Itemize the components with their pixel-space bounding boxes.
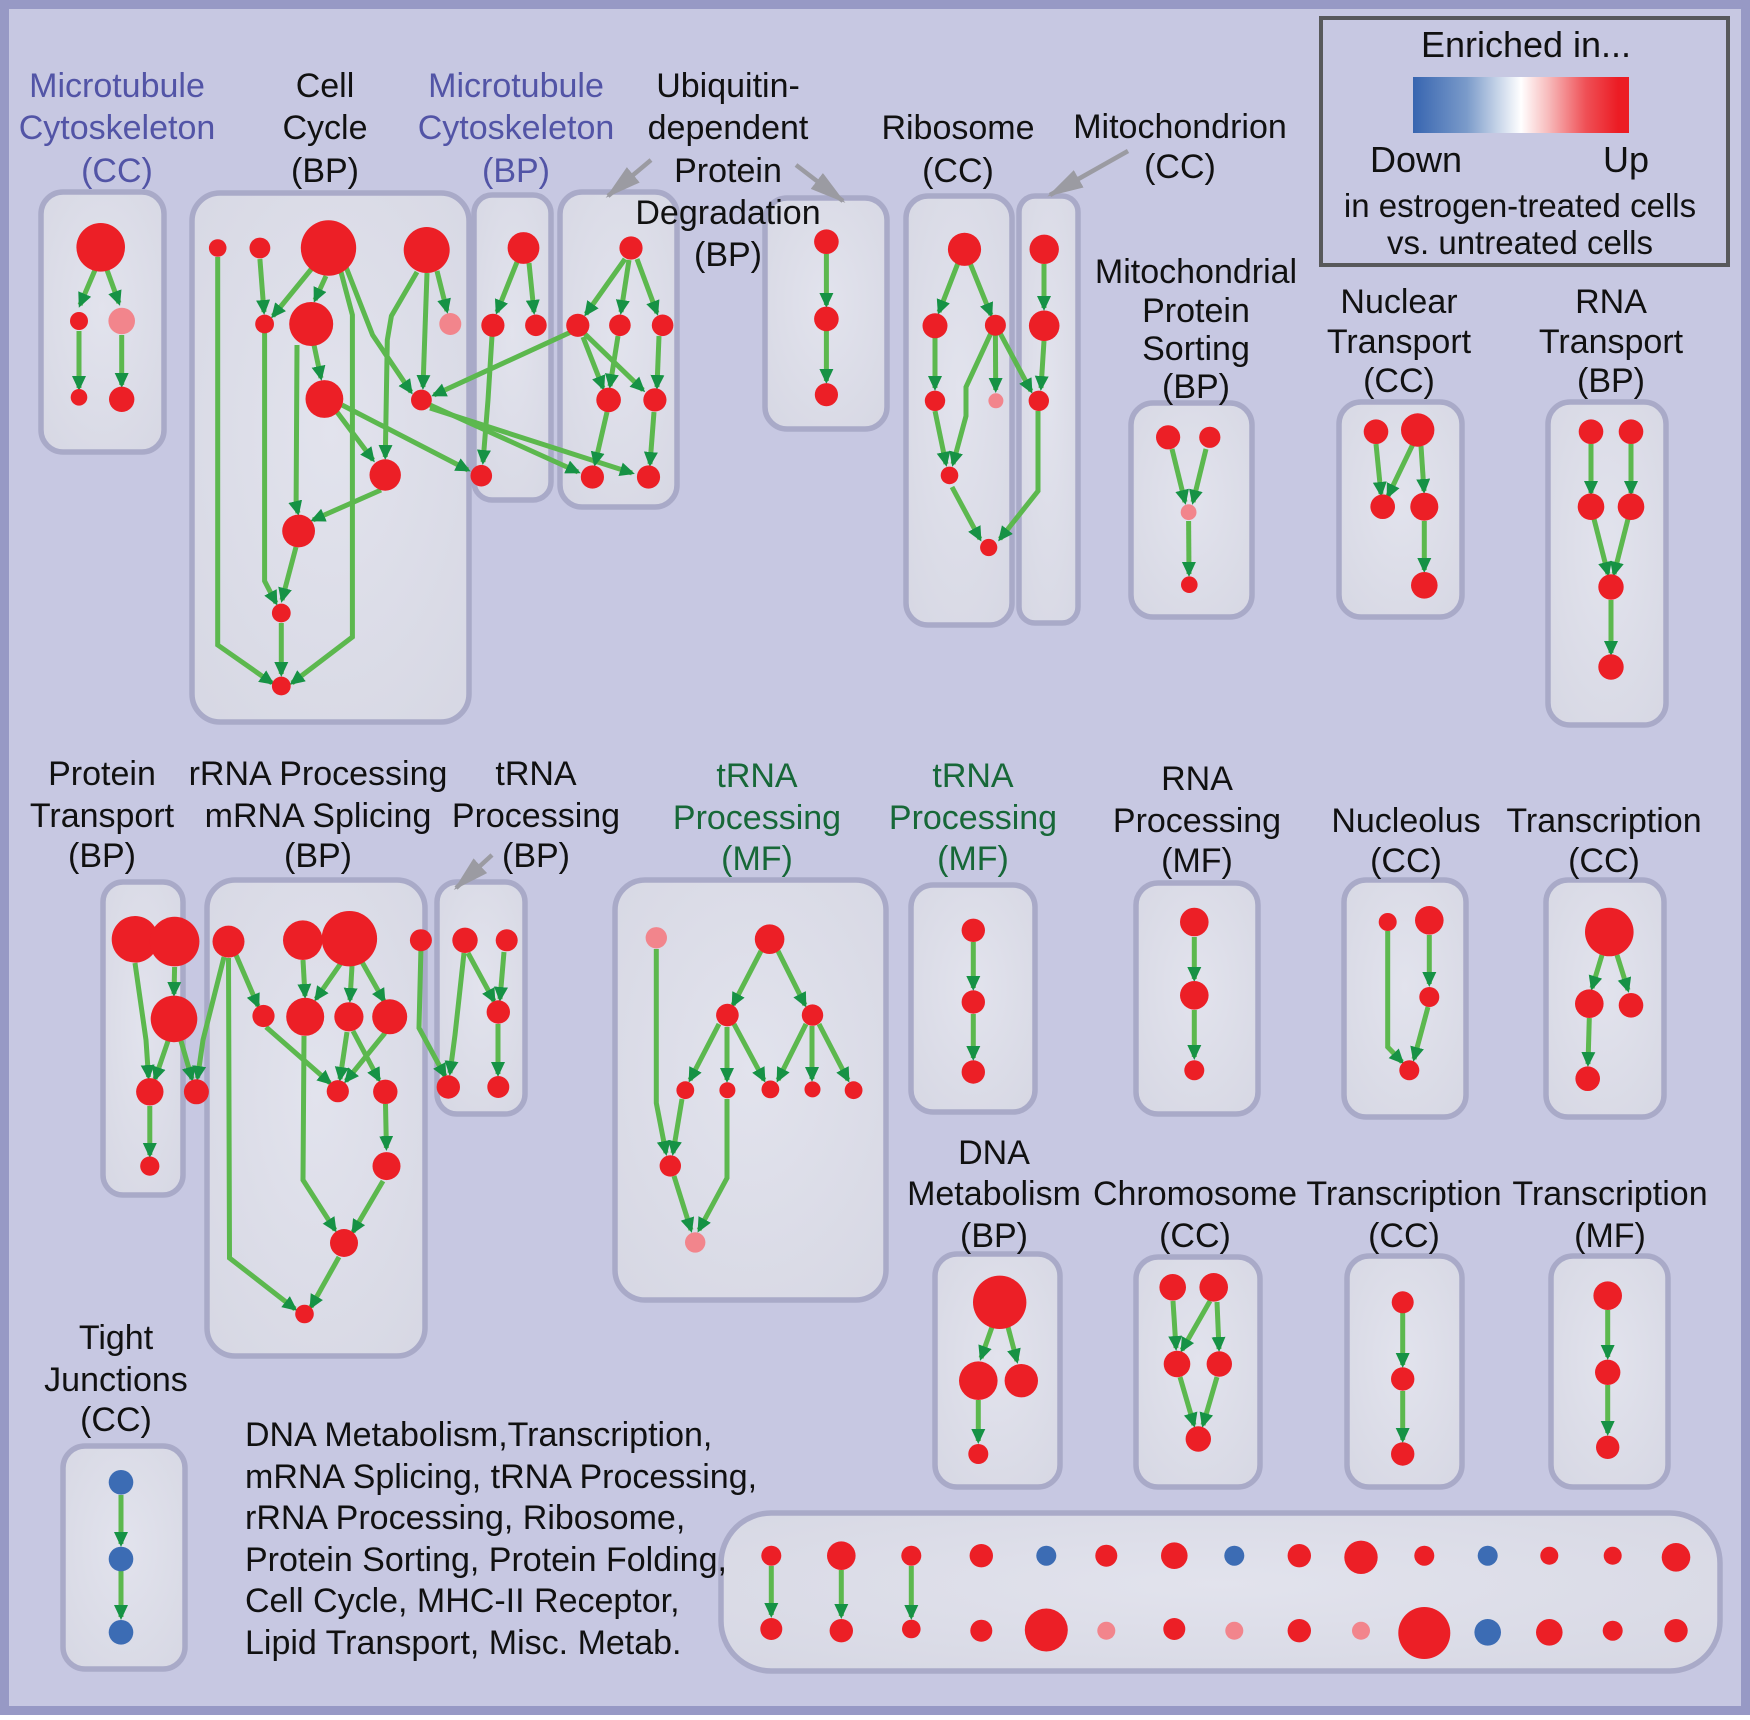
svg-text:(CC): (CC) bbox=[1368, 1217, 1440, 1255]
svg-text:rRNA Processing: rRNA Processing bbox=[189, 755, 448, 793]
svg-text:Junctions: Junctions bbox=[44, 1361, 188, 1399]
svg-text:(CC): (CC) bbox=[1144, 148, 1216, 186]
svg-text:(CC): (CC) bbox=[1568, 842, 1640, 880]
svg-text:(CC): (CC) bbox=[80, 1401, 152, 1439]
svg-text:Processing: Processing bbox=[889, 799, 1057, 837]
svg-text:Mitochondrial: Mitochondrial bbox=[1095, 253, 1297, 291]
svg-text:Cytoskeleton: Cytoskeleton bbox=[19, 109, 216, 147]
svg-text:(CC): (CC) bbox=[81, 152, 153, 190]
svg-text:(CC): (CC) bbox=[922, 152, 994, 190]
svg-text:(CC): (CC) bbox=[1159, 1217, 1231, 1255]
svg-text:(MF): (MF) bbox=[1574, 1217, 1646, 1255]
svg-text:tRNA: tRNA bbox=[932, 757, 1014, 795]
svg-text:(BP): (BP) bbox=[291, 152, 359, 190]
svg-text:Processing: Processing bbox=[1113, 802, 1281, 840]
svg-text:Tight: Tight bbox=[79, 1319, 154, 1357]
svg-text:mRNA Splicing: mRNA Splicing bbox=[205, 797, 432, 835]
svg-text:(BP): (BP) bbox=[960, 1217, 1028, 1255]
svg-text:Ribosome: Ribosome bbox=[881, 109, 1034, 147]
svg-text:DNA Metabolism,Transcription,: DNA Metabolism,Transcription, bbox=[245, 1416, 712, 1454]
svg-text:Lipid Transport, Misc. Metab.: Lipid Transport, Misc. Metab. bbox=[245, 1624, 682, 1662]
svg-text:Nuclear: Nuclear bbox=[1340, 283, 1457, 321]
svg-text:Metabolism: Metabolism bbox=[907, 1175, 1081, 1213]
svg-text:(BP): (BP) bbox=[694, 236, 762, 274]
svg-text:Transcription: Transcription bbox=[1506, 802, 1701, 840]
svg-text:vs. untreated cells: vs. untreated cells bbox=[1387, 224, 1653, 261]
svg-text:Ubiquitin-: Ubiquitin- bbox=[656, 67, 800, 105]
svg-text:Nucleolus: Nucleolus bbox=[1331, 802, 1480, 840]
svg-text:Mitochondrion: Mitochondrion bbox=[1073, 108, 1287, 146]
svg-text:(CC): (CC) bbox=[1370, 842, 1442, 880]
svg-text:Cell: Cell bbox=[296, 67, 355, 105]
svg-text:(BP): (BP) bbox=[1162, 368, 1230, 406]
svg-text:Protein Sorting, Protein Foldi: Protein Sorting, Protein Folding, bbox=[245, 1541, 727, 1579]
svg-text:RNA: RNA bbox=[1161, 760, 1233, 798]
svg-text:Chromosome: Chromosome bbox=[1093, 1175, 1297, 1213]
svg-text:(MF): (MF) bbox=[937, 840, 1009, 878]
svg-text:(MF): (MF) bbox=[721, 840, 793, 878]
svg-text:tRNA: tRNA bbox=[716, 757, 798, 795]
svg-text:Enriched in...: Enriched in... bbox=[1421, 24, 1631, 65]
svg-text:Transport: Transport bbox=[1327, 323, 1472, 361]
svg-text:(BP): (BP) bbox=[502, 837, 570, 875]
svg-text:Protein: Protein bbox=[1142, 292, 1250, 330]
svg-text:Microtubule: Microtubule bbox=[428, 67, 604, 105]
svg-text:(BP): (BP) bbox=[1577, 362, 1645, 400]
svg-text:(CC): (CC) bbox=[1363, 362, 1435, 400]
svg-text:Up: Up bbox=[1603, 139, 1649, 180]
svg-text:rRNA Processing, Ribosome,: rRNA Processing, Ribosome, bbox=[245, 1499, 685, 1537]
svg-text:Transport: Transport bbox=[1539, 323, 1684, 361]
svg-text:Transcription: Transcription bbox=[1512, 1175, 1707, 1213]
svg-text:dependent: dependent bbox=[648, 109, 809, 147]
svg-text:Processing: Processing bbox=[673, 799, 841, 837]
svg-text:Protein: Protein bbox=[674, 152, 782, 190]
svg-text:Sorting: Sorting bbox=[1142, 330, 1250, 368]
svg-text:(BP): (BP) bbox=[284, 837, 352, 875]
svg-text:Cytoskeleton: Cytoskeleton bbox=[418, 109, 615, 147]
svg-text:mRNA Splicing, tRNA Processing: mRNA Splicing, tRNA Processing, bbox=[245, 1458, 757, 1496]
svg-text:Protein: Protein bbox=[48, 755, 156, 793]
svg-text:DNA: DNA bbox=[958, 1134, 1030, 1172]
svg-text:tRNA: tRNA bbox=[495, 755, 577, 793]
svg-text:(MF): (MF) bbox=[1161, 842, 1233, 880]
svg-text:(BP): (BP) bbox=[482, 152, 550, 190]
svg-text:Transport: Transport bbox=[30, 797, 175, 835]
svg-text:Cell Cycle, MHC-II Receptor,: Cell Cycle, MHC-II Receptor, bbox=[245, 1582, 680, 1620]
svg-text:Cycle: Cycle bbox=[282, 109, 367, 147]
svg-text:in estrogen-treated cells: in estrogen-treated cells bbox=[1344, 187, 1696, 224]
svg-text:Degradation: Degradation bbox=[635, 194, 820, 232]
svg-text:(BP): (BP) bbox=[68, 837, 136, 875]
svg-text:Microtubule: Microtubule bbox=[29, 67, 205, 105]
svg-text:RNA: RNA bbox=[1575, 283, 1647, 321]
svg-text:Processing: Processing bbox=[452, 797, 620, 835]
svg-text:Down: Down bbox=[1370, 139, 1462, 180]
svg-text:Transcription: Transcription bbox=[1306, 1175, 1501, 1213]
